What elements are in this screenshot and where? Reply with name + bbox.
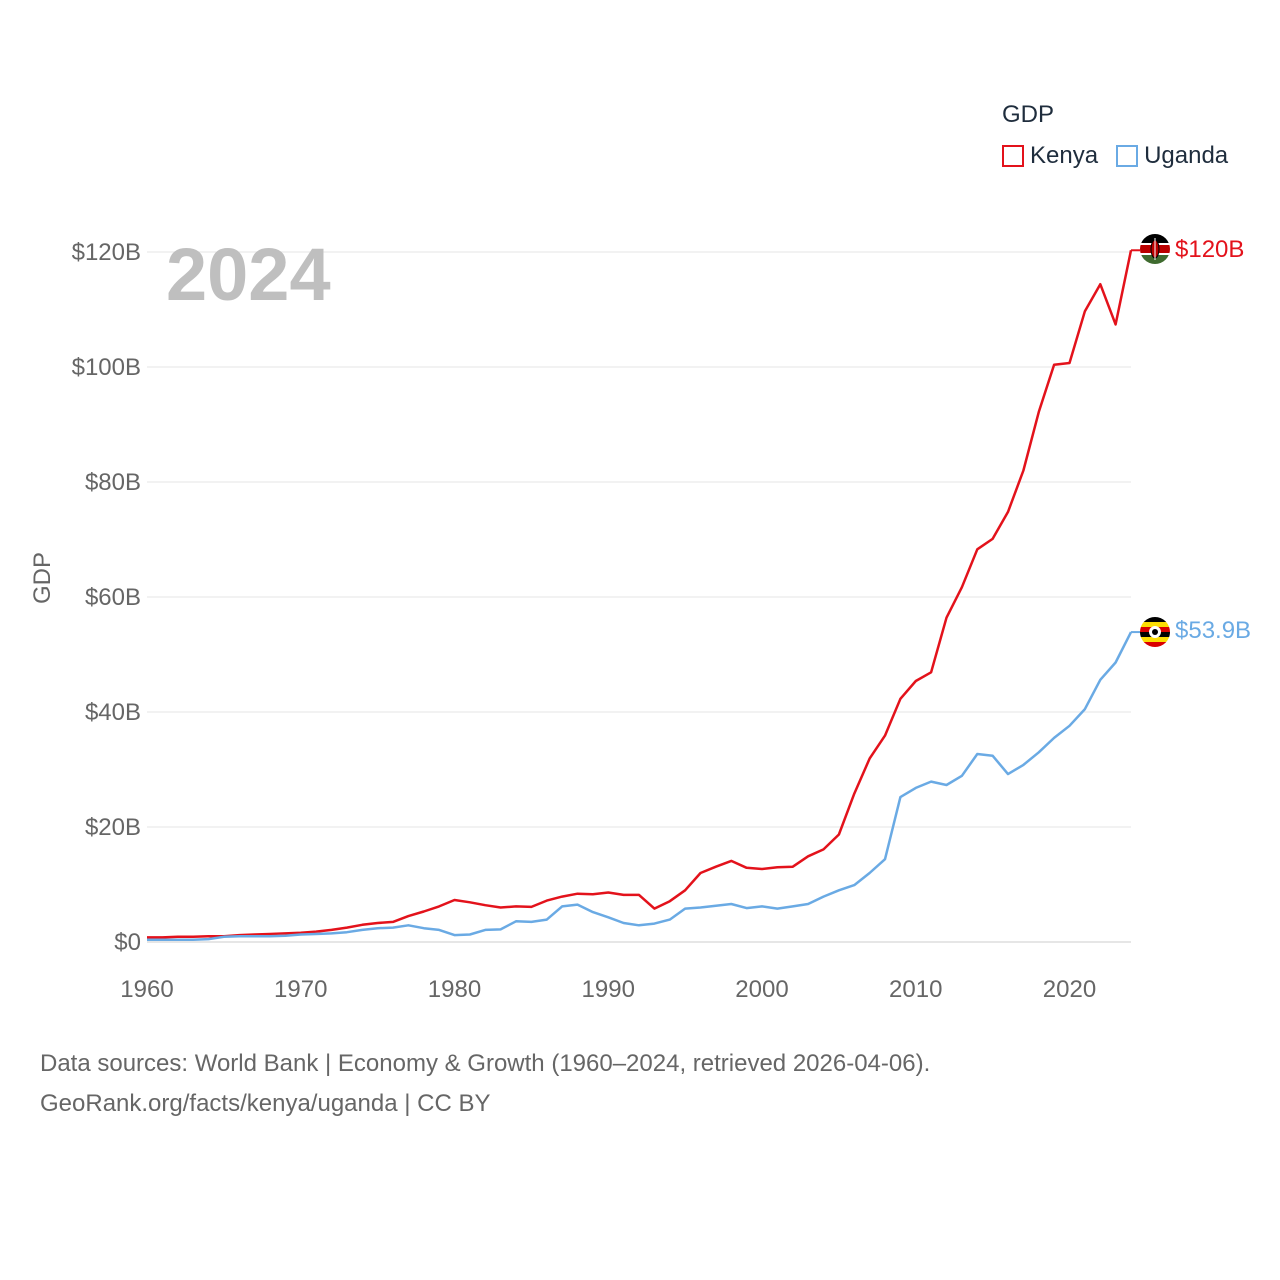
legend-label-uganda: Uganda bbox=[1144, 142, 1229, 169]
legend-label-kenya: Kenya bbox=[1030, 142, 1099, 169]
y-tick-label: $80B bbox=[85, 469, 141, 496]
legend-item-kenya[interactable]: Kenya bbox=[1002, 142, 1098, 170]
uganda-flag-icon bbox=[1140, 617, 1170, 647]
y-tick-label: $100B bbox=[72, 354, 141, 381]
y-tick-label: $0 bbox=[114, 929, 141, 956]
gridlines bbox=[147, 251, 1131, 943]
uganda-gdp-line[interactable] bbox=[147, 631, 1133, 941]
legend-title: GDP bbox=[1002, 101, 1055, 128]
kenya-swatch-icon bbox=[1002, 145, 1024, 167]
kenya-flag-icon bbox=[1140, 234, 1170, 264]
uganda-end-label: $53.9B bbox=[1175, 617, 1251, 644]
x-tick-label: 1970 bbox=[274, 976, 327, 1003]
y-tick-label: $120B bbox=[72, 239, 141, 266]
source-link[interactable]: GeoRank.org/facts/kenya/uganda | CC BY bbox=[40, 1090, 491, 1117]
x-tick-label: 1990 bbox=[582, 976, 635, 1003]
series-lines bbox=[147, 249, 1142, 941]
axes: GDP $0 $20B $40B $60B $80B $100B $120B 1960 1970… bbox=[29, 239, 1096, 1003]
x-tick-label: 2010 bbox=[889, 976, 942, 1003]
y-tick-label: $60B bbox=[85, 584, 141, 611]
data-source-note: Data sources: World Bank | Economy & Gro… bbox=[40, 1050, 931, 1077]
x-tick-label: 1980 bbox=[428, 976, 481, 1003]
x-tick-label: 2020 bbox=[1043, 976, 1096, 1003]
legend: Kenya Uganda bbox=[1002, 142, 1246, 170]
y-tick-label: $20B bbox=[85, 814, 141, 841]
legend-item-uganda[interactable]: Uganda bbox=[1116, 142, 1228, 170]
uganda-swatch-icon bbox=[1116, 145, 1139, 167]
x-tick-label: 2000 bbox=[735, 976, 788, 1003]
y-axis-title: GDP bbox=[29, 552, 56, 604]
end-markers bbox=[1140, 234, 1170, 647]
kenya-gdp-line[interactable] bbox=[147, 250, 1133, 939]
year-label: 2024 bbox=[166, 233, 331, 316]
footer: Data sources: World Bank | Economy & Gro… bbox=[40, 1044, 930, 1124]
kenya-end-label: $120B bbox=[1175, 236, 1244, 263]
x-tick-label: 1960 bbox=[120, 976, 173, 1003]
y-tick-label: $40B bbox=[85, 699, 141, 726]
